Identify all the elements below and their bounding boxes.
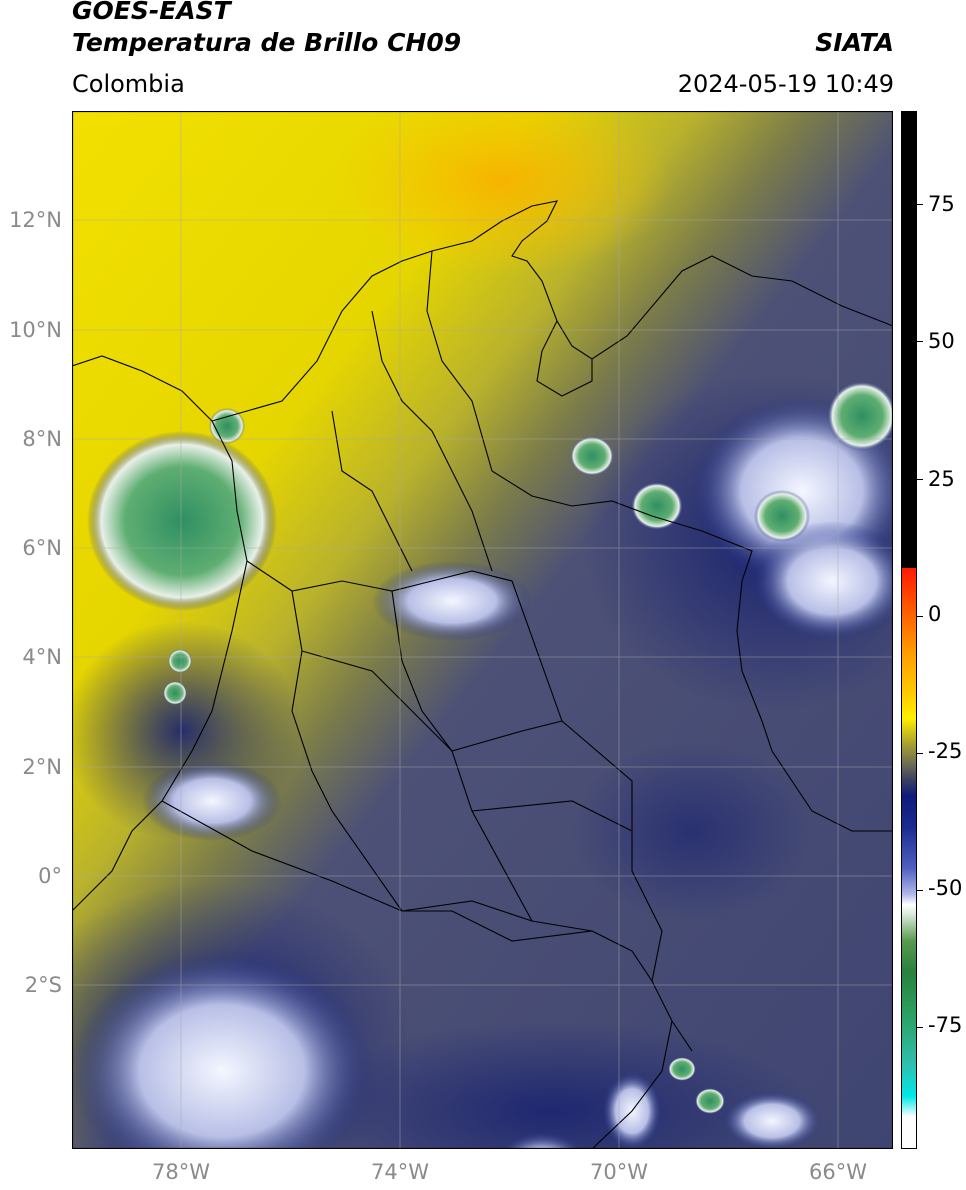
cloud-top-west — [142, 761, 282, 841]
colorbar-label-0: 0 — [928, 602, 942, 626]
title-line-2: Temperatura de Brillo CH09 — [72, 28, 462, 57]
cloud-top-southeast — [722, 1091, 822, 1149]
dept-line-2 — [291, 590, 403, 912]
colorbar-tick-25 — [917, 479, 923, 480]
colombia-venezuela-border — [491, 470, 773, 752]
lat-label-2s: 2°S — [24, 973, 62, 997]
navy-region-south — [292, 1021, 812, 1149]
cold-core-pacific-1 — [168, 649, 192, 673]
ecuador-peru-border — [161, 800, 693, 1052]
lat-label-4n: 4°N — [22, 645, 62, 669]
pacific-coastline — [72, 800, 163, 912]
lon-label-70w: 70°W — [590, 1160, 648, 1184]
region-label: Colombia — [72, 70, 185, 98]
cold-core-southeast-1 — [668, 1057, 696, 1081]
cloud-top-south — [500, 1131, 584, 1149]
lat-label-10n: 10°N — [9, 318, 62, 342]
lon-label-74w: 74°W — [371, 1160, 429, 1184]
dept-line-8 — [371, 310, 493, 572]
cold-core-north — [209, 408, 245, 444]
venezuela-lake-coast — [536, 320, 593, 397]
colorbar-label-25: 25 — [928, 467, 955, 491]
colorbar-tick-75 — [917, 204, 923, 205]
title-line-1: GOES-EAST — [72, 0, 231, 25]
cold-core-southeast-2 — [695, 1088, 725, 1114]
colorbar-tick-minus25 — [917, 753, 923, 754]
dept-line-1 — [246, 560, 563, 722]
dept-line-9 — [426, 250, 493, 472]
lat-label-8n: 8°N — [22, 427, 62, 451]
colorbar-label-75: 75 — [928, 192, 955, 216]
colorbar-tick-0 — [917, 616, 923, 617]
colorbar-tick-50 — [917, 341, 923, 342]
borders — [72, 200, 893, 1149]
cold-core-east-3 — [754, 490, 810, 542]
colorbar-tick-minus50 — [917, 890, 923, 891]
lat-label-12n: 12°N — [9, 208, 62, 232]
cold-core-pacific-2 — [163, 681, 187, 705]
colorbar-label-50: 50 — [928, 329, 955, 353]
dept-line-7 — [331, 410, 413, 572]
panama-colombia-border — [161, 420, 248, 802]
colombia-brazil-border — [561, 720, 663, 982]
warm-core-orange — [332, 111, 672, 276]
colorbar — [901, 111, 917, 1149]
central-america-coast — [72, 355, 213, 422]
cold-core-east-2 — [631, 482, 683, 530]
lat-label-6n: 6°N — [22, 536, 62, 560]
south-boundary — [591, 1020, 673, 1149]
colorbar-label-minus75: -75 — [928, 1013, 963, 1037]
colorbar-tick-minus75 — [917, 1027, 923, 1028]
dept-line-5 — [451, 720, 563, 752]
cold-core-far-east — [827, 381, 893, 451]
map-frame — [72, 111, 893, 1149]
lon-label-66w: 66°W — [809, 1160, 867, 1184]
cold-core-east-1 — [570, 436, 614, 476]
brand-label: SIATA — [815, 28, 894, 57]
datetime-label: 2024-05-19 10:49 — [677, 70, 894, 98]
colombia-peru-border — [401, 900, 593, 932]
navy-region-center — [572, 741, 812, 921]
lat-label-0: 0° — [38, 864, 62, 888]
dept-line-4 — [301, 650, 453, 752]
cloud-top-southwest — [72, 951, 372, 1149]
colorbar-label-minus25: -25 — [928, 739, 963, 763]
lon-label-78w: 78°W — [152, 1160, 210, 1184]
caribbean-coastline — [211, 200, 893, 422]
venezuela-brazil-border — [771, 750, 893, 832]
cold-core-panama — [87, 431, 277, 611]
cloud-top-north-central — [372, 561, 532, 641]
dept-line-6 — [471, 800, 633, 832]
satellite-map — [72, 111, 893, 1149]
cloud-top-east — [752, 521, 893, 641]
colorbar-label-minus50: -50 — [928, 876, 963, 900]
lat-label-2n: 2°N — [22, 755, 62, 779]
graticule — [72, 111, 893, 1149]
